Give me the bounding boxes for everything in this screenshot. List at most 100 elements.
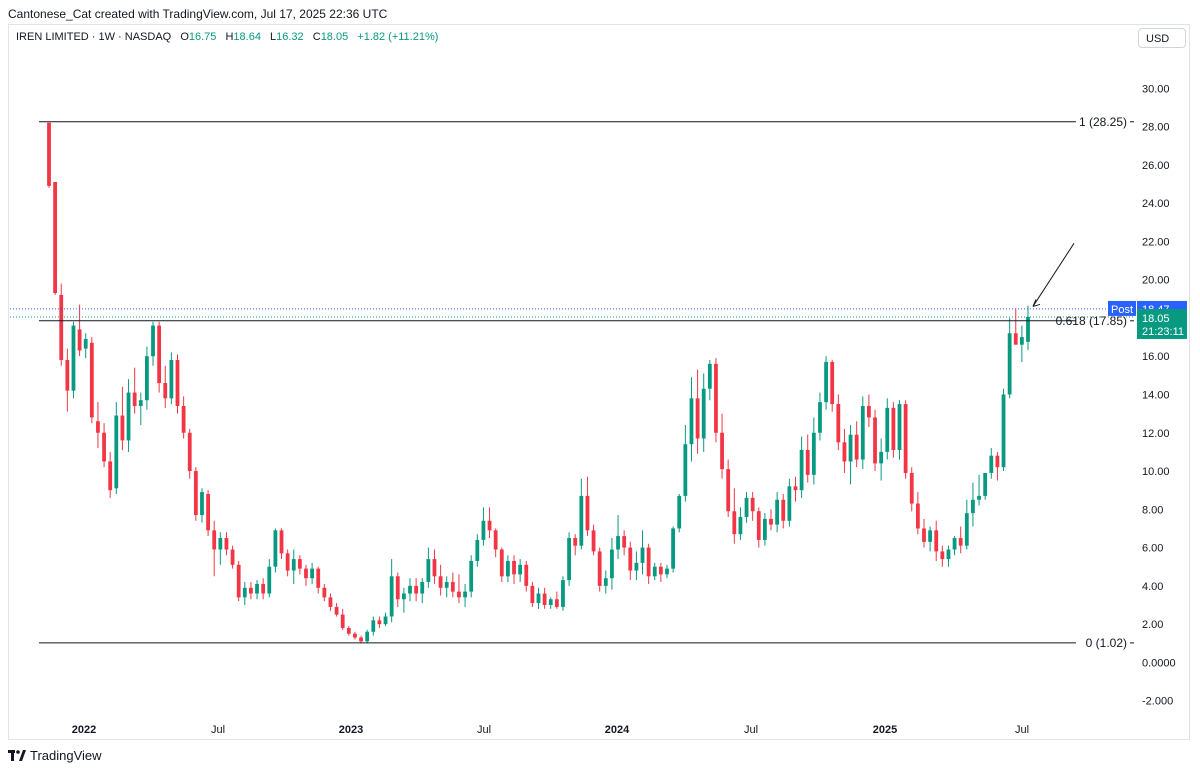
candle-body bbox=[457, 591, 461, 598]
candle-body bbox=[291, 559, 296, 571]
y-tick-label: 0.0000 bbox=[1142, 657, 1176, 669]
y-tick-label: 28.00 bbox=[1142, 122, 1170, 134]
candle-body bbox=[720, 432, 724, 470]
x-tick-label: Jul bbox=[211, 724, 225, 736]
candle-body bbox=[193, 471, 198, 516]
candle-body bbox=[102, 432, 106, 462]
candle-body bbox=[1001, 394, 1006, 468]
candle-body bbox=[971, 499, 975, 514]
candle-body bbox=[860, 405, 865, 460]
candle-body bbox=[255, 583, 259, 594]
y-tick-label: 4.00 bbox=[1142, 581, 1163, 593]
candle-body bbox=[995, 455, 1000, 468]
candle-body bbox=[89, 342, 94, 418]
candle-body bbox=[622, 536, 627, 548]
candle-body bbox=[426, 559, 431, 583]
candle-body bbox=[762, 518, 767, 540]
candle-body bbox=[187, 432, 192, 472]
currency-button[interactable]: USD bbox=[1138, 28, 1186, 48]
tradingview-logo-icon bbox=[8, 749, 26, 761]
candle-body bbox=[377, 620, 382, 625]
candle-body bbox=[420, 582, 425, 594]
candle-body bbox=[212, 530, 217, 550]
candle-body bbox=[267, 566, 272, 594]
candle-body bbox=[879, 451, 884, 464]
candle-body bbox=[616, 536, 620, 550]
candle-body bbox=[53, 182, 58, 294]
candle-body bbox=[958, 538, 963, 546]
candle-body bbox=[573, 538, 578, 546]
candle-body bbox=[230, 549, 235, 565]
candle-body bbox=[163, 383, 168, 399]
tradingview-logo: TradingView bbox=[8, 748, 102, 763]
candle-body bbox=[983, 472, 988, 496]
candle-body bbox=[157, 325, 162, 383]
high-label: H bbox=[225, 31, 234, 43]
candle-body bbox=[732, 511, 737, 535]
symbol-name[interactable]: IREN LIMITED · 1W · NASDAQ bbox=[16, 31, 172, 43]
candle-body bbox=[365, 631, 370, 642]
candle-body bbox=[359, 637, 363, 642]
candle-body bbox=[285, 553, 290, 571]
candle-body bbox=[787, 486, 792, 521]
candle-body bbox=[175, 360, 180, 406]
candle-body bbox=[487, 520, 492, 531]
y-tick-label: 6.00 bbox=[1142, 543, 1163, 555]
candle-body bbox=[261, 583, 266, 594]
candle-body bbox=[811, 432, 816, 475]
candle-body bbox=[677, 495, 682, 529]
candle-body bbox=[96, 421, 100, 433]
candle-body bbox=[903, 404, 908, 473]
candle-body bbox=[249, 587, 253, 594]
y-tick-label: 24.00 bbox=[1142, 198, 1170, 210]
y-tick-label: 20.00 bbox=[1142, 275, 1170, 287]
open-label: O bbox=[180, 31, 189, 43]
candle-body bbox=[548, 599, 553, 605]
candle-body bbox=[408, 585, 412, 594]
x-tick-label: Jul bbox=[1015, 724, 1029, 736]
candle-body bbox=[689, 398, 694, 445]
candle-body bbox=[218, 538, 223, 550]
candle-body bbox=[83, 338, 88, 349]
candle-body bbox=[138, 400, 143, 406]
candle-body bbox=[946, 549, 951, 560]
candle-body bbox=[597, 551, 602, 586]
symbol-legend: IREN LIMITED · 1W · NASDAQ O16.75 H18.64… bbox=[16, 31, 438, 43]
candle-body bbox=[1013, 333, 1018, 345]
candle-body bbox=[603, 578, 608, 586]
candle-body bbox=[714, 363, 718, 433]
candle-body bbox=[414, 585, 419, 594]
candle-body bbox=[181, 405, 186, 433]
y-tick-label: 10.00 bbox=[1142, 466, 1170, 478]
candle-body bbox=[634, 562, 639, 571]
candle-body bbox=[77, 329, 82, 351]
annotation-arrow-line bbox=[1032, 243, 1075, 307]
candle-body bbox=[579, 495, 584, 546]
logo-text: TradingView bbox=[30, 748, 102, 763]
candle-body bbox=[401, 593, 406, 600]
candle-body bbox=[206, 494, 210, 531]
candle-body bbox=[65, 360, 70, 391]
close-value: 18.05 bbox=[320, 31, 349, 43]
candle-body bbox=[793, 486, 798, 491]
candle-body bbox=[695, 398, 700, 439]
candle-body bbox=[885, 407, 890, 452]
candle-body bbox=[836, 404, 841, 443]
candle-body bbox=[242, 587, 247, 598]
candle-body bbox=[438, 576, 443, 588]
y-tick-label: 30.00 bbox=[1142, 83, 1170, 95]
candle-body bbox=[658, 566, 663, 575]
attribution-header: Cantonese_Cat created with TradingView.c… bbox=[8, 7, 388, 21]
candle-body bbox=[310, 568, 315, 579]
open-value: 16.75 bbox=[188, 31, 217, 43]
candle-body bbox=[952, 538, 957, 550]
fib-level-label: 0 (1.02) bbox=[1086, 636, 1127, 650]
candle-body bbox=[395, 576, 400, 600]
candle-body bbox=[200, 492, 204, 516]
candle-body bbox=[652, 566, 657, 577]
candle-body bbox=[371, 620, 376, 632]
candle-body bbox=[824, 361, 828, 403]
candle-body bbox=[322, 587, 327, 598]
candle-body bbox=[59, 294, 64, 361]
